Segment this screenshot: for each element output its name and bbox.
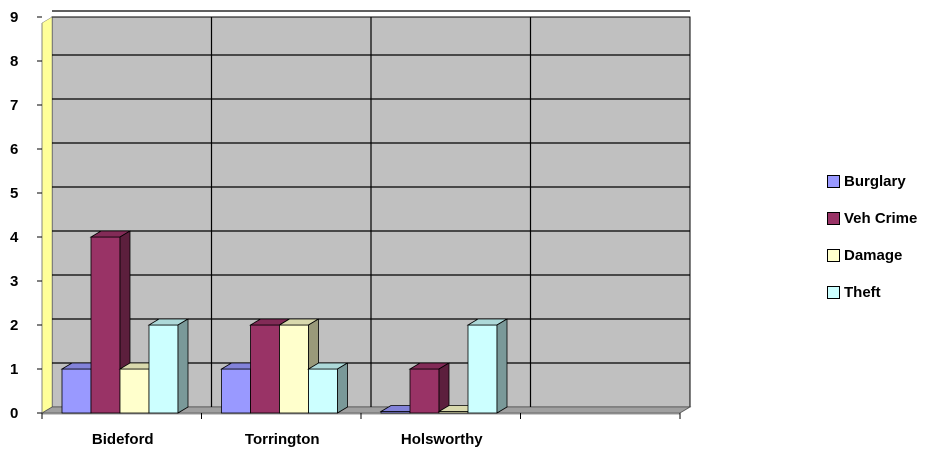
x-tick-label: Torrington	[245, 431, 320, 448]
x-tick-label: Bideford	[92, 431, 154, 448]
y-tick-label: 8	[10, 53, 18, 70]
bar	[307, 362, 349, 414]
bar-front	[467, 324, 498, 414]
y-tick-label: 1	[10, 361, 18, 378]
axes: 0 1 2 3 4 5 6 7 8 9 Bideford Torrington Holsworthy	[10, 9, 681, 448]
side-wall	[41, 16, 53, 414]
plot-area	[40, 10, 692, 414]
bar-front	[279, 324, 309, 414]
legend-label: Damage	[844, 246, 903, 264]
legend-swatch	[827, 174, 840, 188]
bar-front	[221, 368, 251, 414]
bar-front	[148, 324, 179, 414]
bar-side	[496, 318, 508, 414]
y-tick-label: 9	[10, 9, 18, 26]
legend-label: Burglary	[844, 172, 906, 190]
bar	[408, 362, 451, 414]
legend-swatch	[827, 211, 840, 225]
legend-item: Veh Crime	[827, 207, 917, 229]
legend-swatch	[827, 285, 840, 299]
legend-item: Burglary	[827, 170, 917, 192]
bar-front	[61, 368, 92, 414]
bar-front	[308, 368, 338, 414]
legend-item: Theft	[827, 281, 917, 303]
legend: Burglary Veh Crime Damage Theft	[827, 170, 917, 318]
bar-side	[337, 362, 348, 414]
bar-front	[90, 236, 121, 414]
bar	[147, 318, 190, 414]
bar-front	[409, 368, 440, 414]
bar-side	[177, 318, 189, 414]
y-tick-label: 4	[10, 229, 19, 246]
y-tick-label: 5	[10, 185, 18, 202]
bar-side	[438, 362, 450, 414]
bars	[60, 230, 509, 414]
legend-label: Veh Crime	[844, 209, 918, 227]
y-tick-label: 0	[10, 405, 18, 422]
bar-front	[250, 324, 280, 414]
y-tick-label: 2	[10, 317, 18, 334]
bar-front	[119, 368, 150, 414]
y-tick-label: 3	[10, 273, 18, 290]
y-tick-label: 6	[10, 141, 18, 158]
legend-swatch	[827, 248, 840, 262]
bar	[466, 318, 509, 414]
legend-item: Damage	[827, 244, 917, 266]
legend-label: Theft	[844, 283, 881, 301]
y-tick-label: 7	[10, 97, 18, 114]
x-tick-label: Holsworthy	[401, 431, 483, 448]
